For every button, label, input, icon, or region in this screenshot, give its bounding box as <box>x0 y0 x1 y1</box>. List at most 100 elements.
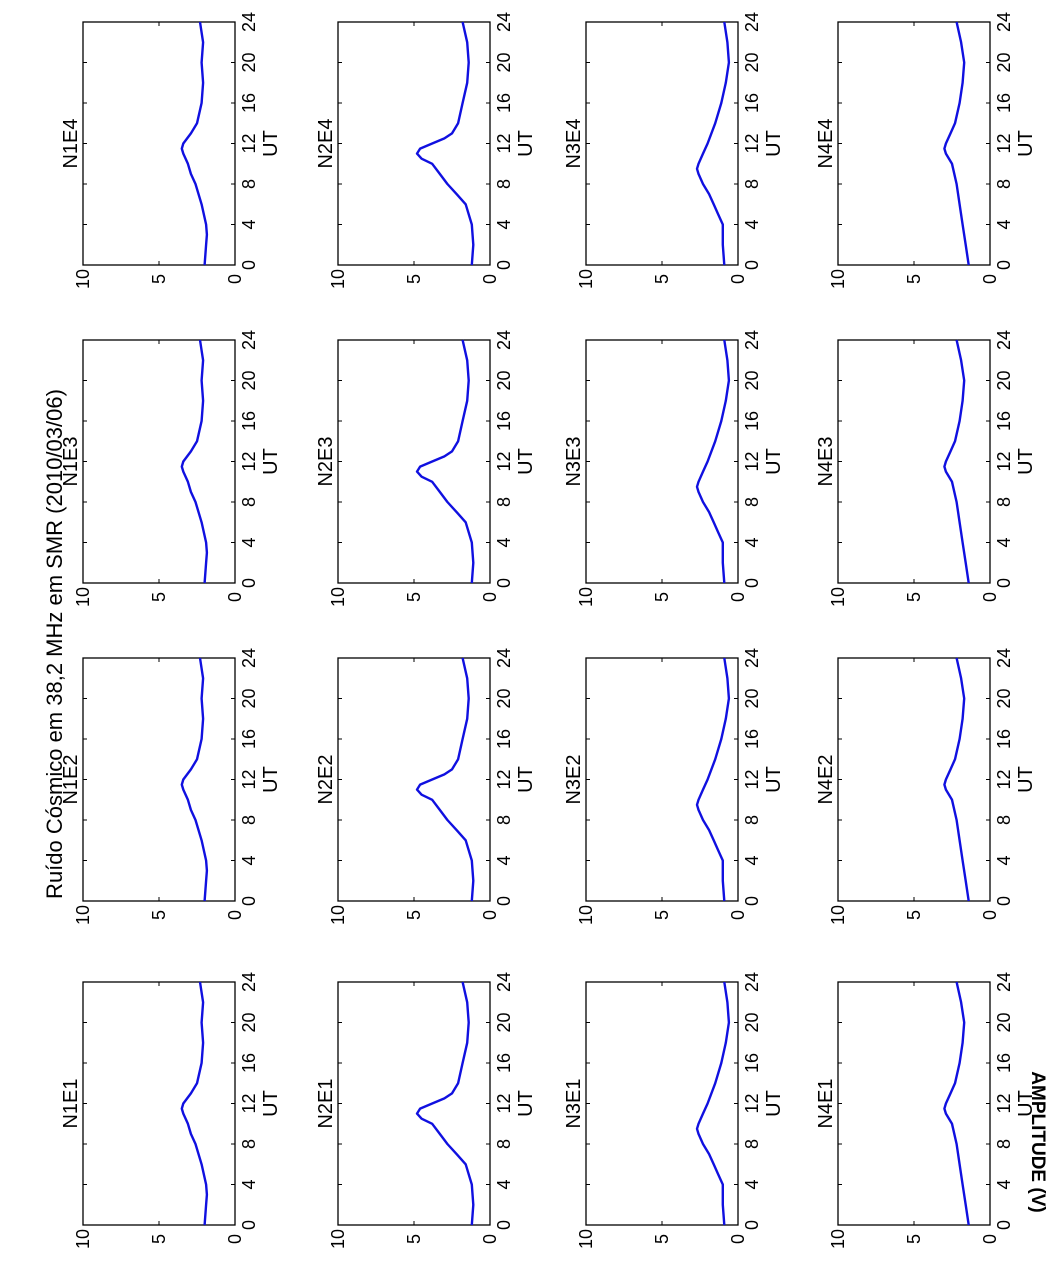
plot-frame <box>82 657 236 902</box>
x-tick-label: 24 <box>742 648 762 668</box>
x-tick-label: 20 <box>494 1012 514 1032</box>
y-tick-label: 5 <box>904 1234 924 1244</box>
x-tick-label: 16 <box>742 411 762 431</box>
panel-title: N3E2 <box>563 754 585 804</box>
series-line-N3E2 <box>695 657 731 902</box>
series-line-N2E3 <box>415 339 475 584</box>
x-tick-label: 8 <box>994 497 1014 507</box>
x-tick-label: 12 <box>994 769 1014 789</box>
x-tick-label: 24 <box>742 12 762 32</box>
x-tick-label: 4 <box>742 1179 762 1189</box>
plot-frame <box>837 339 991 584</box>
x-tick-label: 24 <box>239 330 259 350</box>
x-tick-label: 24 <box>742 972 762 992</box>
x-tick-label: 4 <box>239 537 259 547</box>
x-tick-label: 0 <box>239 578 259 588</box>
x-tick-label: 4 <box>742 219 762 229</box>
x-tick-label: 4 <box>994 219 1014 229</box>
y-tick-label: 5 <box>904 274 924 284</box>
x-tick-label: 20 <box>494 688 514 708</box>
x-tick-label: 12 <box>994 1093 1014 1113</box>
x-tick-label: 20 <box>742 1012 762 1032</box>
series-line-N2E4 <box>415 21 475 266</box>
panel-N2E4: 0 4 8 12 16 20 24 0 5 10 N2E4 UT <box>315 12 537 289</box>
x-tick-label: 12 <box>742 451 762 471</box>
panel-N1E3: 0 4 8 12 16 20 24 0 5 10 N1E3 UT <box>60 330 282 607</box>
series-line-N3E3 <box>695 339 731 584</box>
y-tick-label: 10 <box>828 587 848 607</box>
x-tick-label: 20 <box>239 1012 259 1032</box>
x-tick-label: 8 <box>742 1139 762 1149</box>
x-tick-label: 0 <box>994 260 1014 270</box>
x-tick-label: 20 <box>239 688 259 708</box>
x-tick-label: 8 <box>239 179 259 189</box>
x-tick-label: 0 <box>742 1220 762 1230</box>
y-tick-label: 5 <box>904 910 924 920</box>
x-tick-label: 4 <box>494 219 514 229</box>
x-tick-label: 8 <box>494 815 514 825</box>
plot-frame <box>585 981 739 1226</box>
x-tick-label: 16 <box>494 1053 514 1073</box>
series-line-N1E4 <box>180 21 209 266</box>
x-axis-label: UT <box>763 1090 785 1117</box>
x-tick-label: 0 <box>239 896 259 906</box>
x-tick-label: 8 <box>494 497 514 507</box>
panel-grid: 0 4 8 12 16 20 24 0 5 10 N1E1 UT 0 4 8 12 16 20 24 0 5 10 N1E2… <box>60 12 1037 1249</box>
x-tick-label: 8 <box>994 1139 1014 1149</box>
x-axis-label: UT <box>763 766 785 793</box>
y-tick-label: 10 <box>828 905 848 925</box>
x-tick-label: 8 <box>742 815 762 825</box>
y-tick-label: 0 <box>225 910 245 920</box>
x-tick-label: 0 <box>239 260 259 270</box>
x-tick-label: 8 <box>994 815 1014 825</box>
x-tick-label: 16 <box>994 93 1014 113</box>
x-tick-label: 24 <box>239 12 259 32</box>
x-axis-label: UT <box>260 1090 282 1117</box>
x-tick-label: 24 <box>494 648 514 668</box>
panel-title: N1E3 <box>60 436 82 486</box>
x-tick-label: 4 <box>994 855 1014 865</box>
y-tick-label: 10 <box>73 1229 93 1249</box>
y-tick-label: 10 <box>828 269 848 289</box>
y-tick-label: 0 <box>225 592 245 602</box>
y-tick-label: 10 <box>73 587 93 607</box>
x-tick-label: 16 <box>742 93 762 113</box>
panel-N3E2: 0 4 8 12 16 20 24 0 5 10 N3E2 UT <box>563 648 785 925</box>
x-axis-label: UT <box>1015 766 1037 793</box>
x-tick-label: 8 <box>239 1139 259 1149</box>
x-tick-label: 12 <box>994 451 1014 471</box>
panel-N4E3: 0 4 8 12 16 20 24 0 5 10 N4E3 UT <box>815 330 1037 607</box>
x-tick-label: 12 <box>742 1093 762 1113</box>
y-tick-label: 10 <box>576 905 596 925</box>
x-tick-label: 16 <box>494 729 514 749</box>
plot-frame <box>837 981 991 1226</box>
x-tick-label: 24 <box>994 330 1014 350</box>
panel-title: N4E2 <box>815 754 837 804</box>
series-line-N1E2 <box>180 657 209 902</box>
panel-N2E3: 0 4 8 12 16 20 24 0 5 10 N2E3 UT <box>315 330 537 607</box>
plot-frame <box>82 339 236 584</box>
x-tick-label: 24 <box>239 648 259 668</box>
x-tick-label: 0 <box>494 260 514 270</box>
panel-N4E1: 0 4 8 12 16 20 24 0 5 10 N4E1 UT <box>815 972 1037 1249</box>
x-tick-label: 16 <box>239 411 259 431</box>
x-tick-label: 4 <box>494 1179 514 1189</box>
panel-N2E1: 0 4 8 12 16 20 24 0 5 10 N2E1 UT <box>315 972 537 1249</box>
x-tick-label: 16 <box>742 1053 762 1073</box>
x-tick-label: 20 <box>742 370 762 390</box>
x-axis-label: UT <box>515 1090 537 1117</box>
y-tick-label: 0 <box>728 910 748 920</box>
series-line-N1E1 <box>180 981 209 1226</box>
y-tick-label: 0 <box>728 1234 748 1244</box>
plot-frame <box>585 339 739 584</box>
y-tick-label: 10 <box>576 269 596 289</box>
y-tick-label: 0 <box>480 910 500 920</box>
panel-title: N3E3 <box>563 436 585 486</box>
y-tick-label: 0 <box>728 592 748 602</box>
y-tick-label: 5 <box>652 274 672 284</box>
panel-N2E2: 0 4 8 12 16 20 24 0 5 10 N2E2 UT <box>315 648 537 925</box>
x-axis-label: UT <box>260 130 282 157</box>
x-tick-label: 4 <box>494 537 514 547</box>
plot-frame <box>337 657 491 902</box>
y-tick-label: 0 <box>225 274 245 284</box>
